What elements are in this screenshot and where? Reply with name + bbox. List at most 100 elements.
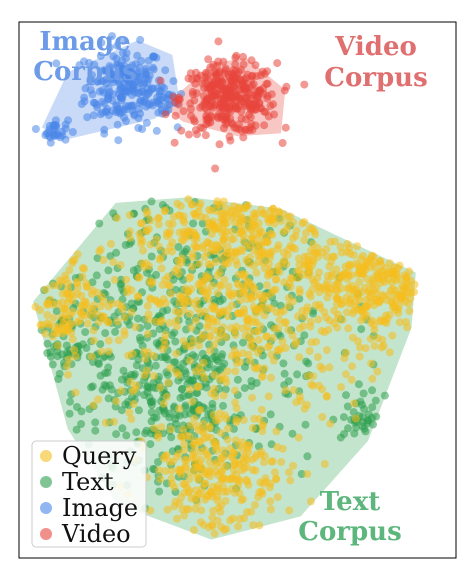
query-point xyxy=(131,323,140,332)
query-point xyxy=(309,248,318,257)
query-point xyxy=(210,303,219,312)
query-point xyxy=(174,269,183,278)
query-point xyxy=(322,346,331,355)
query-point xyxy=(316,362,325,371)
query-point xyxy=(175,404,184,413)
text-point xyxy=(117,406,126,415)
query-point xyxy=(263,232,272,240)
query-point xyxy=(380,278,389,286)
query-point xyxy=(222,475,231,484)
query-point xyxy=(230,488,239,497)
query-point xyxy=(250,291,259,300)
query-point xyxy=(76,308,85,317)
query-point xyxy=(254,363,263,372)
text-point xyxy=(104,266,113,275)
query-point xyxy=(260,364,269,373)
query-point xyxy=(157,423,166,432)
query-point xyxy=(273,493,282,502)
query-point xyxy=(86,311,95,320)
query-point xyxy=(113,214,121,223)
query-point xyxy=(218,329,227,338)
query-point xyxy=(375,317,384,326)
query-point xyxy=(318,413,327,421)
query-point xyxy=(177,236,186,244)
image-point xyxy=(100,129,109,138)
query-point xyxy=(209,506,218,515)
text-corpus-label-line: Text xyxy=(320,487,380,517)
query-point xyxy=(257,405,266,414)
image-point xyxy=(114,136,123,145)
query-point xyxy=(191,209,200,218)
query-point xyxy=(63,370,72,379)
query-point xyxy=(199,420,208,428)
query-point xyxy=(185,475,194,484)
point-layer xyxy=(31,32,419,538)
query-point xyxy=(129,400,138,408)
query-point xyxy=(277,458,286,467)
text-point xyxy=(66,397,74,406)
legend-item-query: Query xyxy=(40,442,137,470)
query-point xyxy=(49,313,58,322)
query-point xyxy=(264,343,272,352)
query-point xyxy=(293,312,302,321)
query-point xyxy=(183,483,191,492)
image-point xyxy=(31,125,40,133)
query-point xyxy=(190,414,199,423)
query-point xyxy=(240,464,249,473)
query-point xyxy=(270,324,279,333)
text-point xyxy=(147,252,156,261)
query-point xyxy=(309,372,317,381)
query-point xyxy=(205,205,214,214)
query-point xyxy=(64,355,73,364)
video-point xyxy=(171,111,180,120)
query-point xyxy=(198,426,207,435)
query-point xyxy=(239,495,247,504)
query-point xyxy=(213,224,222,233)
query-point xyxy=(206,346,214,355)
text-point xyxy=(233,375,242,384)
video-point xyxy=(192,74,201,83)
image-point xyxy=(155,87,164,96)
text-point xyxy=(95,219,104,228)
query-point xyxy=(320,328,329,337)
query-point xyxy=(381,311,390,320)
legend-box xyxy=(31,440,147,548)
query-point xyxy=(235,515,244,523)
query-point xyxy=(85,304,94,313)
query-point xyxy=(213,289,222,298)
video-point xyxy=(260,107,268,116)
video-point xyxy=(239,52,247,61)
query-point xyxy=(201,271,210,280)
video-point xyxy=(202,95,211,104)
query-point xyxy=(223,248,232,257)
query-point xyxy=(251,466,260,475)
image-point xyxy=(108,70,117,79)
image-point xyxy=(83,113,92,122)
query-point xyxy=(219,391,228,400)
query-point xyxy=(89,326,98,335)
query-point xyxy=(229,235,238,244)
video-point xyxy=(256,71,265,80)
image-point xyxy=(103,92,112,101)
video-point xyxy=(190,117,199,126)
query-point xyxy=(132,381,141,390)
query-point xyxy=(226,516,235,525)
image-point xyxy=(93,77,102,86)
text-point xyxy=(361,427,370,436)
query-point xyxy=(220,487,229,496)
query-point xyxy=(205,219,214,228)
image-point xyxy=(113,120,122,129)
query-point xyxy=(164,272,172,281)
query-point xyxy=(279,228,288,236)
query-point xyxy=(43,311,52,319)
query-point xyxy=(187,200,196,209)
query-point xyxy=(299,322,308,331)
image-point xyxy=(50,132,59,140)
text-point xyxy=(116,280,125,289)
query-point xyxy=(112,397,121,406)
image-point xyxy=(136,35,145,44)
query-point xyxy=(73,283,82,292)
video-point xyxy=(170,138,179,147)
query-point xyxy=(294,433,303,442)
